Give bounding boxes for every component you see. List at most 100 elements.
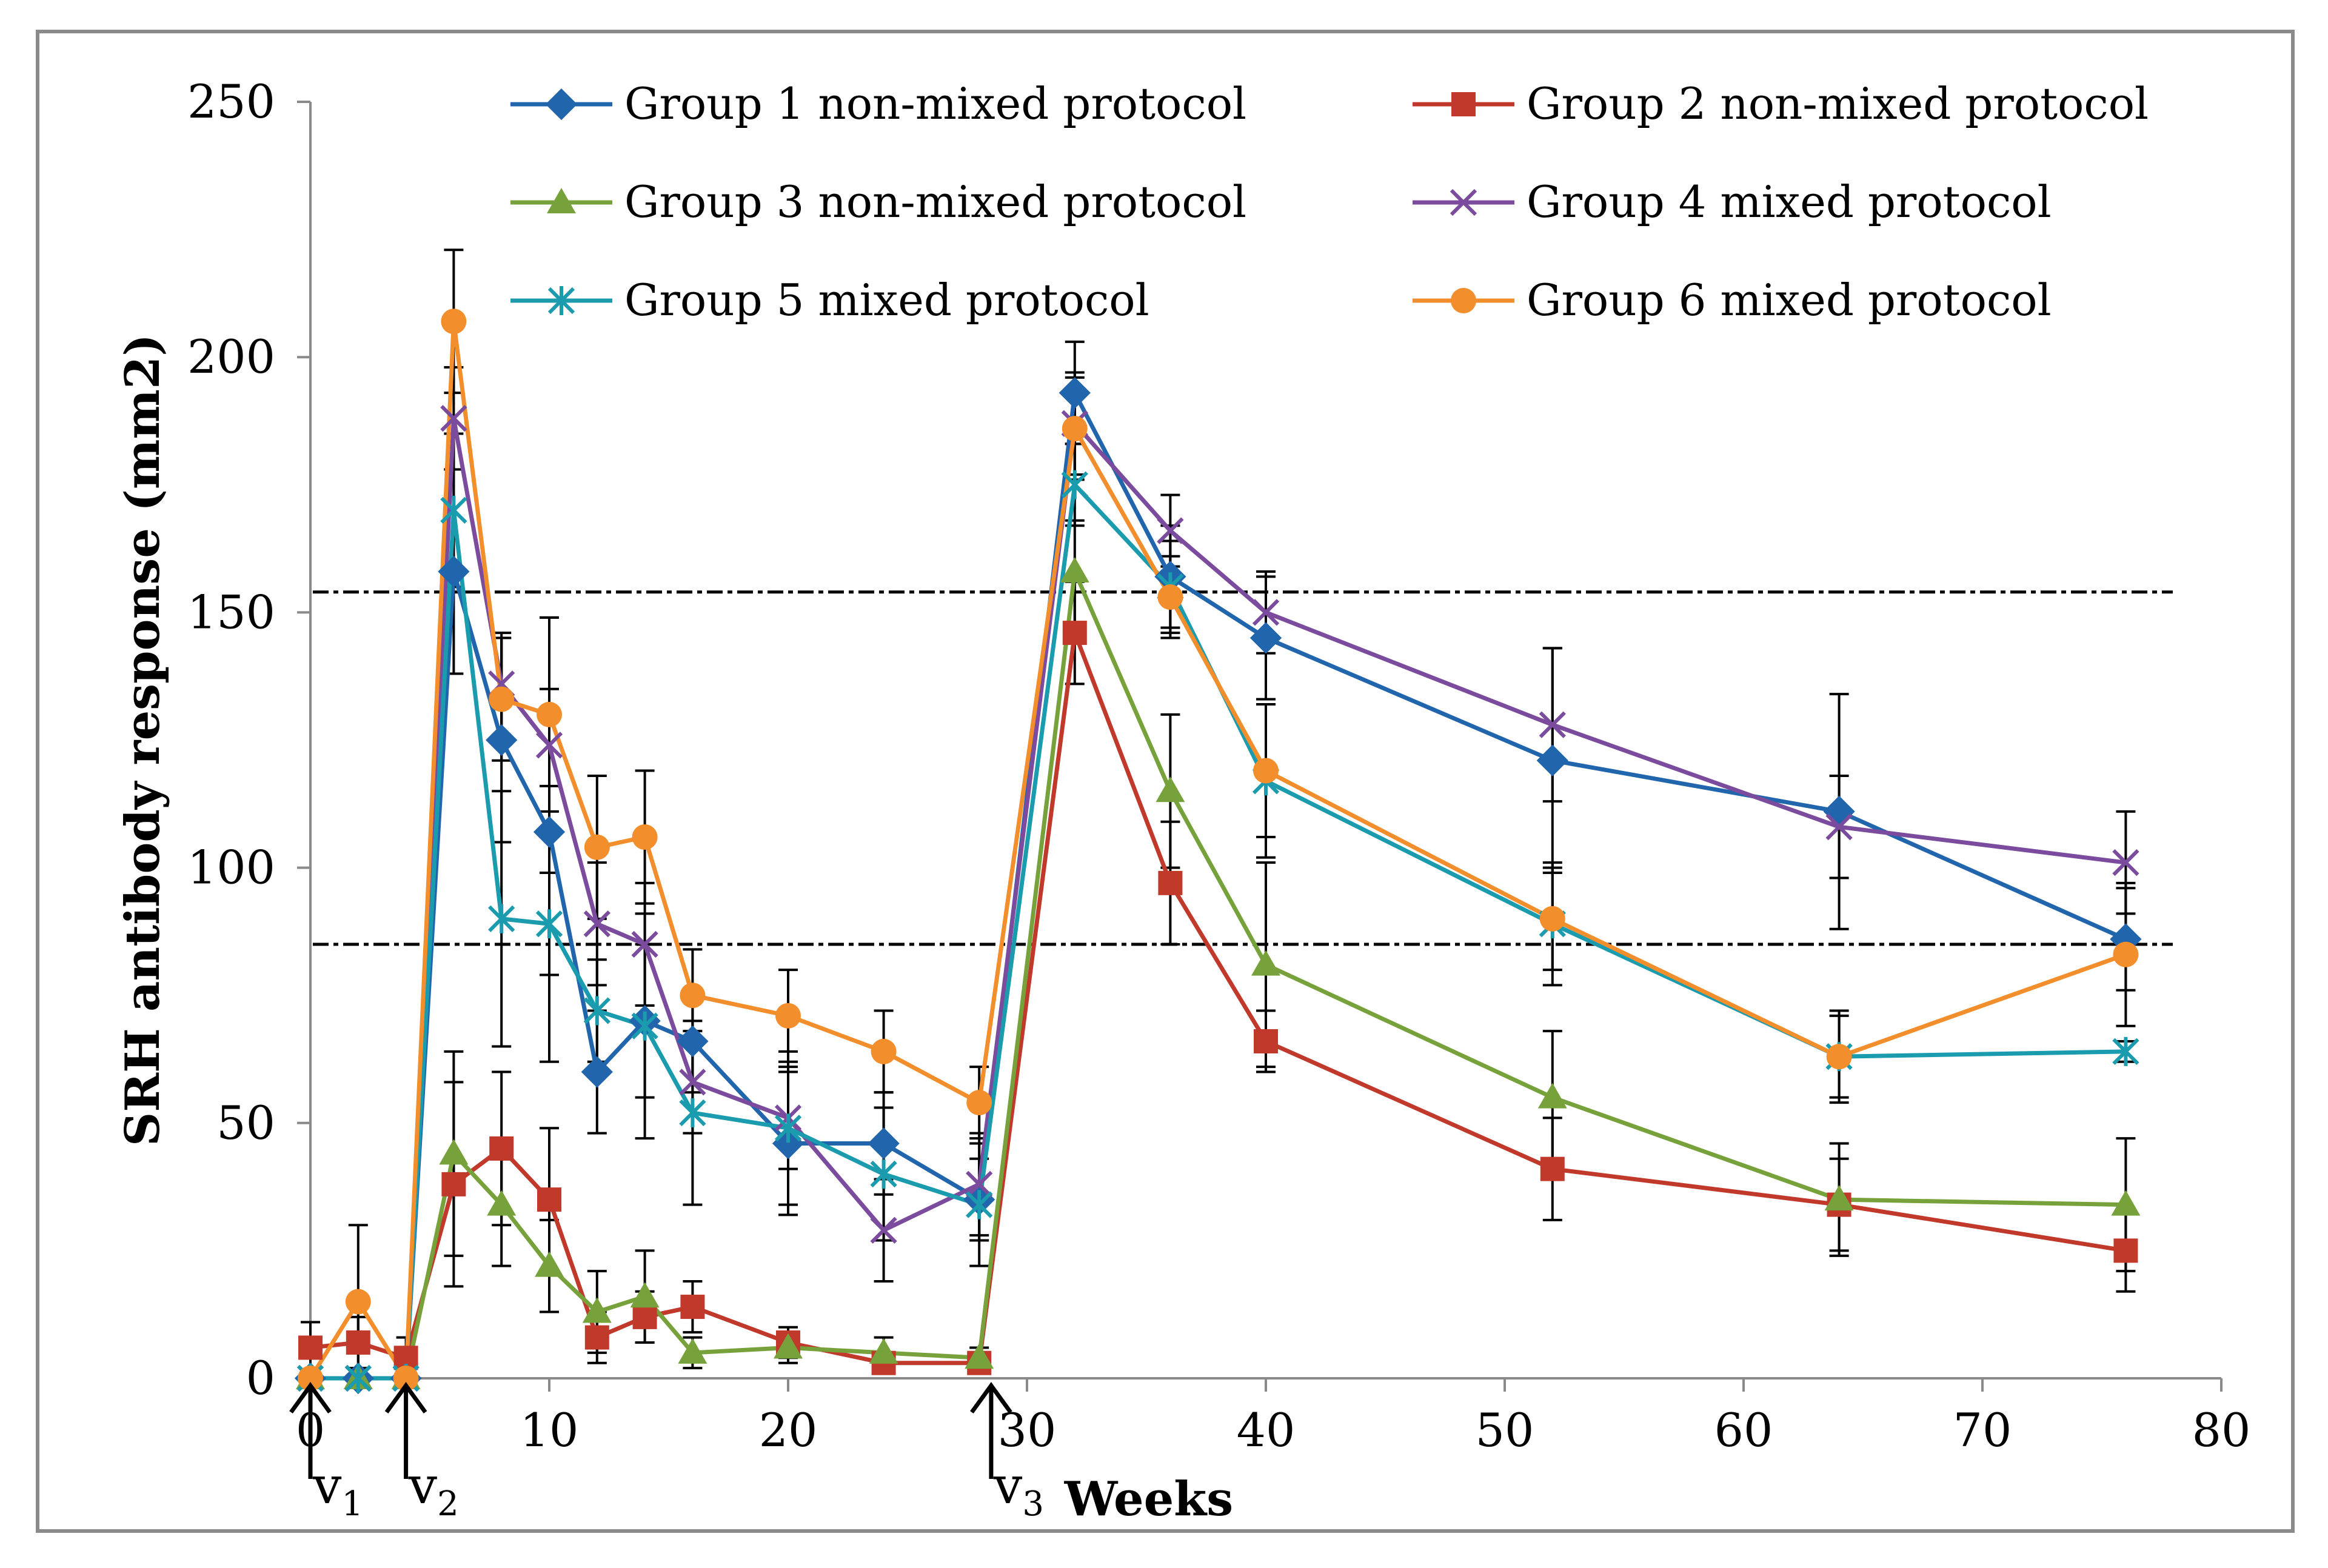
legend-swatch-marker bbox=[1450, 188, 1477, 216]
legend-label: Group 3 non-mixed protocol bbox=[624, 176, 1246, 227]
data-point-group-6 bbox=[1826, 1044, 1852, 1070]
y-tick-label: 100 bbox=[187, 841, 275, 895]
data-point-group-4 bbox=[870, 1216, 897, 1244]
data-point-group-2 bbox=[584, 1325, 609, 1350]
data-point-group-5 bbox=[535, 909, 563, 939]
series-line-group-5 bbox=[310, 482, 2126, 1381]
legend-label: Group 1 non-mixed protocol bbox=[624, 78, 1246, 129]
data-point-group-3 bbox=[535, 1251, 564, 1277]
vaccination-label-sub: 1 bbox=[341, 1484, 363, 1524]
data-point-group-1 bbox=[581, 1056, 613, 1088]
data-point-group-4 bbox=[2112, 849, 2139, 876]
data-point-group-6 bbox=[537, 701, 562, 727]
data-point-group-6 bbox=[775, 1003, 801, 1029]
data-point-group-5 bbox=[774, 1113, 802, 1143]
legend-swatch-marker bbox=[547, 188, 576, 213]
legend-label: Group 2 non-mixed protocol bbox=[1527, 78, 2149, 129]
y-tick-label: 200 bbox=[187, 330, 275, 384]
y-tick-label: 150 bbox=[187, 585, 275, 639]
data-point-group-6 bbox=[393, 1366, 419, 1391]
data-point-group-6 bbox=[1253, 758, 1279, 784]
data-point-group-3 bbox=[965, 1343, 994, 1369]
data-point-group-5 bbox=[966, 1190, 993, 1219]
data-point-group-3 bbox=[1251, 950, 1280, 976]
data-point-group-5 bbox=[583, 996, 610, 1026]
data-point-group-5 bbox=[631, 1011, 658, 1041]
y-tick-label: 0 bbox=[246, 1351, 275, 1405]
data-point-group-1 bbox=[533, 816, 566, 848]
data-point-group-3 bbox=[582, 1297, 612, 1323]
data-point-group-1 bbox=[677, 1025, 709, 1058]
data-point-group-1 bbox=[868, 1127, 900, 1159]
legend-swatch-marker bbox=[1451, 92, 1476, 116]
data-point-group-3 bbox=[1060, 557, 1089, 583]
data-point-group-6 bbox=[1157, 584, 1183, 610]
data-point-group-2 bbox=[680, 1295, 705, 1319]
x-tick-label: 30 bbox=[998, 1403, 1057, 1457]
x-tick-label: 20 bbox=[759, 1403, 818, 1457]
data-point-group-2 bbox=[632, 1304, 657, 1329]
legend-swatch-marker bbox=[547, 286, 575, 315]
legend-swatch-marker bbox=[545, 88, 578, 121]
data-point-group-2 bbox=[346, 1330, 370, 1355]
data-point-group-6 bbox=[1539, 906, 1565, 932]
x-tick-label: 10 bbox=[520, 1403, 579, 1457]
data-point-group-5 bbox=[2112, 1036, 2139, 1066]
data-point-group-4 bbox=[631, 930, 658, 958]
data-point-group-3 bbox=[487, 1190, 517, 1216]
legend-swatch-marker bbox=[1451, 288, 1476, 313]
data-point-group-5 bbox=[679, 1098, 706, 1127]
data-point-group-2 bbox=[2113, 1238, 2138, 1263]
data-point-group-1 bbox=[1536, 744, 1568, 776]
legend: Group 1 non-mixed protocol Group 2 non-mi… bbox=[510, 78, 2149, 325]
data-point-group-2 bbox=[298, 1335, 323, 1360]
y-axis-title: SRH antibody response (mm2) bbox=[115, 334, 170, 1146]
x-tick-label: 40 bbox=[1237, 1403, 1296, 1457]
data-point-group-4 bbox=[1539, 711, 1566, 738]
data-point-group-2 bbox=[489, 1136, 514, 1161]
vaccination-markers: v1 v2 v3 bbox=[289, 1382, 1044, 1524]
data-point-group-4 bbox=[1825, 813, 1853, 841]
legend-label: Group 5 mixed protocol bbox=[624, 275, 1149, 325]
data-point-group-4 bbox=[966, 1170, 993, 1198]
data-point-group-4 bbox=[440, 405, 467, 432]
data-point-group-6 bbox=[632, 824, 658, 850]
x-tick-label: 70 bbox=[1953, 1403, 2012, 1457]
data-point-group-3 bbox=[1537, 1083, 1567, 1109]
data-point-group-2 bbox=[537, 1187, 561, 1212]
data-point-group-6 bbox=[871, 1038, 897, 1064]
data-point-group-3 bbox=[630, 1282, 660, 1308]
data-point-group-2 bbox=[1254, 1029, 1278, 1054]
data-point-group-3 bbox=[439, 1139, 469, 1165]
vaccination-label-sub: 3 bbox=[1022, 1484, 1044, 1524]
data-point-group-6 bbox=[966, 1090, 992, 1116]
data-point-group-6 bbox=[2113, 941, 2139, 967]
data-point-group-5 bbox=[440, 495, 467, 525]
vaccination-arrow bbox=[289, 1382, 332, 1479]
vaccination-arrow bbox=[384, 1382, 427, 1479]
data-point-group-4 bbox=[1157, 517, 1184, 544]
data-point-group-2 bbox=[1540, 1156, 1565, 1181]
data-point-group-5 bbox=[488, 904, 515, 933]
series-markers bbox=[294, 309, 2142, 1395]
series-line-group-1 bbox=[310, 390, 2127, 1381]
x-tick-label: 60 bbox=[1714, 1403, 1773, 1457]
data-point-group-4 bbox=[1252, 599, 1280, 626]
data-point-group-6 bbox=[680, 983, 706, 1009]
data-point-group-2 bbox=[1158, 870, 1183, 895]
x-tick-label: 50 bbox=[1476, 1403, 1534, 1457]
vaccination-label: v3 bbox=[993, 1456, 1044, 1524]
series-line-group-6 bbox=[309, 319, 2127, 1381]
data-point-group-3 bbox=[1156, 776, 1185, 802]
data-point-group-6 bbox=[345, 1289, 371, 1315]
data-point-group-5 bbox=[1061, 470, 1088, 499]
data-point-group-6 bbox=[584, 834, 610, 860]
data-point-group-3 bbox=[1824, 1185, 1854, 1211]
vaccination-label-sub: 2 bbox=[437, 1484, 459, 1524]
data-point-group-6 bbox=[1062, 416, 1088, 442]
data-point-group-6 bbox=[489, 686, 515, 712]
legend-label: Group 6 mixed protocol bbox=[1527, 275, 2052, 325]
vaccination-arrow bbox=[970, 1382, 1012, 1479]
